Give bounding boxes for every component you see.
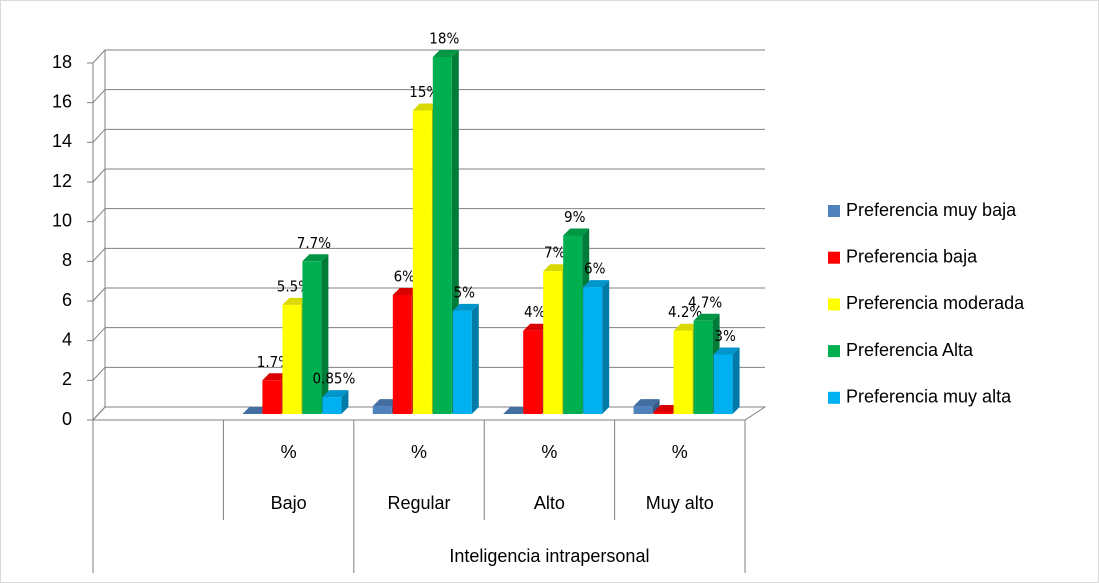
legend-label: Preferencia muy baja [846, 200, 1017, 220]
bar-side [321, 254, 329, 414]
x-sublabel: % [411, 442, 427, 462]
grid-line [92, 366, 106, 381]
bar-top [372, 399, 399, 407]
bar-side [602, 280, 610, 414]
grid-line [92, 128, 106, 143]
y-tick-label: 14 [52, 131, 72, 151]
data-label: 7.7% [297, 234, 331, 252]
group-label: Inteligencia intrapersonal [449, 546, 649, 566]
x-sublabel: % [541, 442, 557, 462]
legend-label: Preferencia baja [846, 246, 978, 266]
bar-top [452, 303, 479, 311]
bar-top [412, 103, 439, 111]
legend-swatch [828, 345, 840, 358]
bar-top [432, 50, 459, 57]
y-tick-label: 16 [52, 91, 72, 111]
legend-label: Preferencia Alta [846, 340, 974, 360]
grid-line [92, 89, 106, 104]
x-tick-label: Regular [387, 493, 450, 513]
data-label: 3% [714, 327, 736, 345]
bar-top [503, 407, 530, 414]
data-label: 5% [454, 283, 476, 301]
bar-side [652, 399, 660, 414]
grid-line [92, 49, 106, 64]
bar-top [322, 390, 349, 398]
bar [432, 57, 452, 414]
bar [583, 287, 603, 414]
grid-line [92, 168, 106, 183]
bar [322, 397, 342, 414]
bar [543, 271, 563, 414]
x-sublabel: % [281, 442, 297, 462]
bar [673, 330, 693, 414]
bar-side [471, 303, 479, 414]
data-label: 4.2% [668, 303, 702, 321]
data-label: 7% [544, 244, 566, 262]
legend-swatch [828, 391, 840, 404]
x-tick-label: Muy alto [646, 493, 714, 513]
bar-top [262, 373, 289, 381]
y-tick-label: 0 [62, 409, 72, 429]
data-label: 9% [564, 208, 586, 226]
bar-side [341, 390, 349, 414]
data-label: 6% [394, 268, 416, 286]
bar [262, 380, 282, 414]
bar [563, 235, 583, 414]
bar-top [392, 288, 419, 295]
bar-top [633, 399, 660, 407]
bar [392, 295, 412, 414]
data-label: 4% [524, 303, 546, 321]
bar-top [302, 254, 329, 262]
bar [372, 406, 392, 414]
x-sublabel: % [672, 442, 688, 462]
y-tick-label: 4 [62, 329, 72, 349]
bar [452, 310, 472, 414]
bar [282, 304, 302, 414]
bar-top [543, 264, 570, 272]
bar [523, 330, 543, 414]
bar-top [563, 228, 590, 236]
y-tick-label: 10 [52, 210, 72, 230]
bar [633, 406, 653, 414]
grid-line [92, 247, 106, 262]
legend-swatch [828, 251, 840, 264]
y-tick-label: 18 [52, 52, 72, 72]
grid-line [92, 327, 106, 342]
bar-top [673, 323, 700, 331]
bar [412, 110, 432, 415]
data-label: 18% [429, 30, 459, 48]
bar-top [693, 313, 720, 321]
legend-label: Preferencia muy alta [846, 387, 1012, 407]
bar [302, 261, 322, 414]
y-tick-label: 12 [52, 171, 72, 191]
bar-top [653, 405, 680, 413]
y-tick-label: 2 [62, 369, 72, 389]
grid-line [92, 406, 106, 421]
bar [653, 412, 673, 414]
legend-swatch [828, 298, 840, 311]
bar-top [583, 280, 610, 288]
y-tick-label: 8 [62, 250, 72, 270]
bar [693, 320, 713, 414]
bar-top [242, 407, 269, 414]
bar-top [713, 347, 740, 355]
bar-top [282, 297, 309, 305]
grid-line [92, 287, 106, 302]
data-label: 0.85% [312, 370, 355, 388]
y-tick-label: 6 [62, 290, 72, 310]
x-tick-label: Bajo [271, 493, 307, 513]
grid-line [92, 208, 106, 223]
data-label: 4.7% [688, 293, 722, 311]
bar [713, 354, 733, 414]
x-tick-label: Alto [534, 493, 565, 513]
data-label: 15% [409, 83, 439, 101]
bar-side [732, 347, 740, 414]
data-label: 6% [584, 260, 606, 278]
legend-swatch [828, 205, 840, 217]
legend-label: Preferencia moderada [846, 293, 1025, 313]
bar-top [523, 323, 550, 331]
